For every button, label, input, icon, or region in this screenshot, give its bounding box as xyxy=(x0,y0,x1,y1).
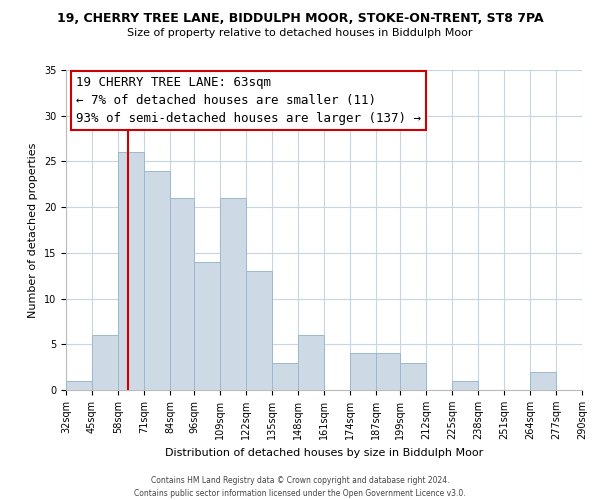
Bar xyxy=(400,362,426,390)
Text: 19, CHERRY TREE LANE, BIDDULPH MOOR, STOKE-ON-TRENT, ST8 7PA: 19, CHERRY TREE LANE, BIDDULPH MOOR, STO… xyxy=(56,12,544,26)
Bar xyxy=(144,170,170,390)
Y-axis label: Number of detached properties: Number of detached properties xyxy=(28,142,38,318)
Bar xyxy=(170,198,194,390)
Bar xyxy=(66,381,92,390)
Bar xyxy=(530,372,556,390)
Text: 19 CHERRY TREE LANE: 63sqm
← 7% of detached houses are smaller (11)
93% of semi-: 19 CHERRY TREE LANE: 63sqm ← 7% of detac… xyxy=(76,76,421,126)
Bar xyxy=(92,335,118,390)
Text: Size of property relative to detached houses in Biddulph Moor: Size of property relative to detached ho… xyxy=(127,28,473,38)
Bar xyxy=(118,152,144,390)
Bar xyxy=(272,362,298,390)
Bar xyxy=(220,198,246,390)
Text: Contains HM Land Registry data © Crown copyright and database right 2024.: Contains HM Land Registry data © Crown c… xyxy=(151,476,449,485)
Bar xyxy=(350,354,376,390)
Bar xyxy=(246,271,272,390)
Text: Contains public sector information licensed under the Open Government Licence v3: Contains public sector information licen… xyxy=(134,489,466,498)
Bar xyxy=(194,262,220,390)
Bar xyxy=(298,335,324,390)
Bar xyxy=(452,381,478,390)
Bar xyxy=(376,354,400,390)
X-axis label: Distribution of detached houses by size in Biddulph Moor: Distribution of detached houses by size … xyxy=(165,448,483,458)
